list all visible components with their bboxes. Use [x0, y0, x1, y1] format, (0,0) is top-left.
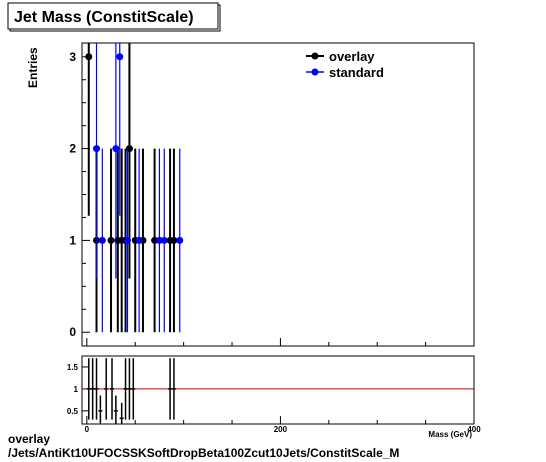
footer-line-2: /Jets/AntiKt10UFOCSSKSoftDropBeta100Zcut… [8, 446, 400, 460]
point-standard [98, 236, 106, 244]
legend-overlay-label: overlay [329, 49, 375, 64]
legend-standard-marker [311, 68, 319, 76]
main-axes: 0 1 2 3 [69, 50, 475, 346]
x-axis-label: Mass (GeV) [428, 430, 472, 439]
point-standard [176, 236, 184, 244]
ratio-y-tick-label: 0.5 [67, 407, 79, 416]
legend-overlay-marker [311, 52, 319, 60]
point-overlay [107, 236, 115, 244]
point-overlay [170, 236, 178, 244]
legend: overlay standard [306, 49, 384, 80]
ratio-y-tick-label: 1.5 [67, 363, 79, 372]
point-overlay [85, 53, 93, 61]
main-y-tick-label: 1 [69, 233, 76, 247]
point-standard [155, 236, 163, 244]
y-axis-label: Entries [26, 47, 40, 88]
point-standard [135, 236, 143, 244]
point-standard [160, 236, 168, 244]
main-plot-frame [81, 42, 475, 347]
point-overlay [151, 236, 159, 244]
main-y-tick-label: 0 [69, 325, 76, 339]
point-standard [116, 53, 124, 61]
main-y-tick-label: 2 [69, 142, 76, 156]
ratio-x-tick-label: 400 [467, 425, 481, 434]
point-standard [93, 145, 101, 153]
footer-line-1: overlay [8, 432, 51, 446]
main-y-tick-label: 3 [69, 50, 76, 64]
chart-title: Jet Mass (ConstitScale) [14, 9, 194, 26]
point-standard [123, 236, 131, 244]
ratio-data-points [86, 358, 176, 424]
legend-standard-label: standard [329, 65, 384, 80]
ratio-x-tick-label: 0 [85, 425, 90, 434]
ratio-x-tick-label: 200 [274, 425, 288, 434]
main-data-points [85, 43, 184, 333]
point-standard [112, 145, 120, 153]
title-box: Jet Mass (ConstitScale) [7, 2, 221, 32]
ratio-plot-frame [81, 355, 475, 425]
ratio-y-tick-label: 1 [74, 385, 79, 394]
